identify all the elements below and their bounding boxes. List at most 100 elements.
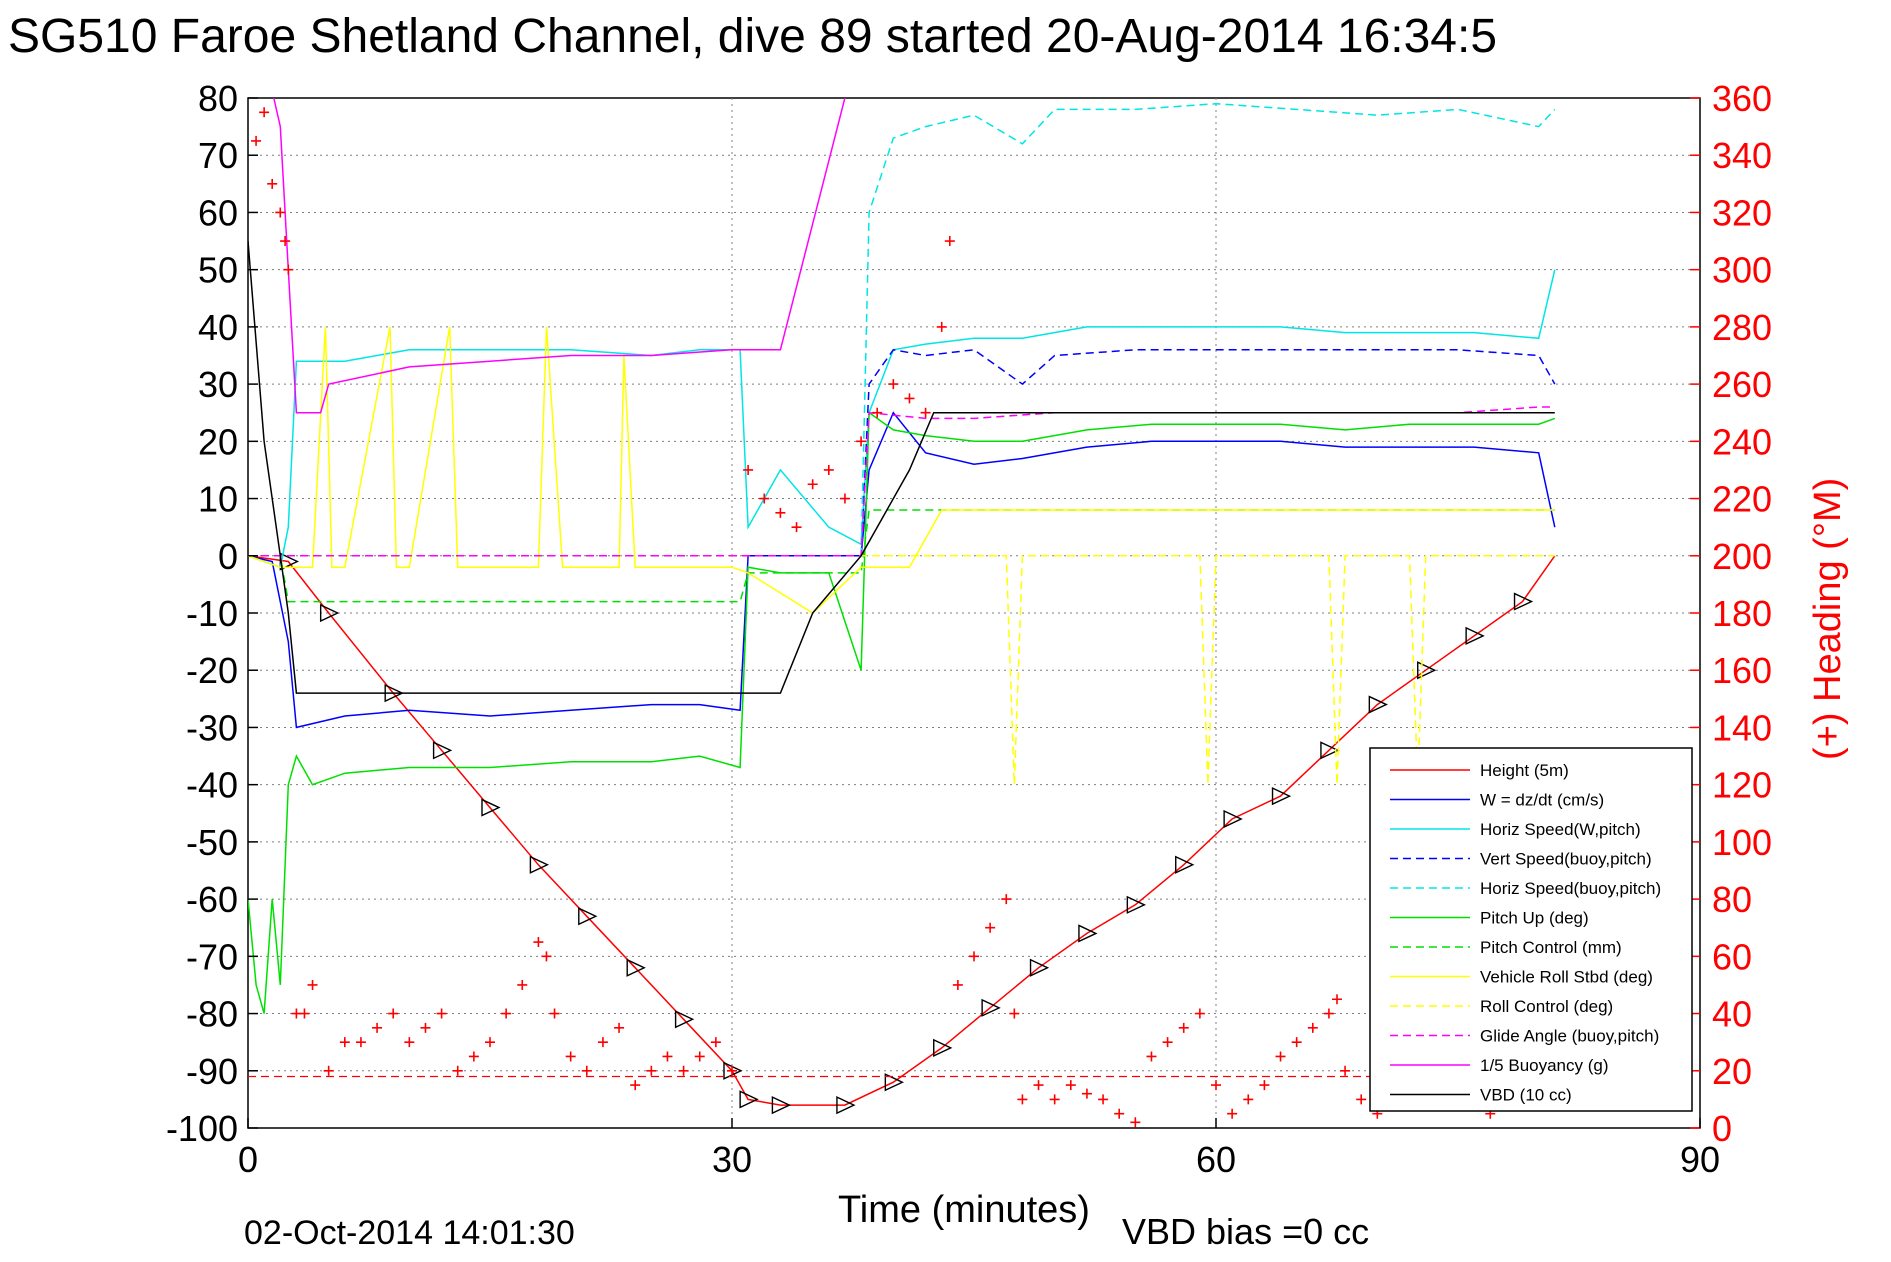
height-marker — [1078, 924, 1098, 943]
height-marker — [739, 1090, 759, 1109]
heading-point — [936, 321, 947, 332]
series-0-line — [248, 555, 1556, 1106]
y-tick-label: -40 — [186, 765, 238, 806]
height-marker — [578, 907, 598, 926]
right-tick-label: 0 — [1712, 1108, 1732, 1149]
y-tick-label: -90 — [186, 1051, 238, 1092]
height-marker — [933, 1038, 953, 1057]
height-marker — [1368, 695, 1388, 714]
heading-point — [1332, 994, 1342, 1005]
y-tick-label: -10 — [186, 593, 238, 634]
heading-point — [1323, 1008, 1334, 1019]
heading-point — [1340, 1065, 1351, 1076]
heading-point — [791, 522, 802, 533]
right-axis-label: (+) Heading (°M) — [1807, 478, 1849, 760]
heading-point — [872, 407, 883, 418]
heading-point — [888, 379, 899, 390]
legend-items: Height (5m) W = dz/dt (cm/s) Horiz Speed(W… — [1390, 761, 1661, 1105]
height-marker — [529, 855, 550, 874]
heading-point — [251, 135, 262, 146]
y-tick-label: 20 — [198, 421, 238, 462]
right-tick-label: 240 — [1712, 421, 1772, 462]
heading-point — [1291, 1037, 1302, 1048]
height-marker — [674, 1010, 695, 1029]
right-tick-label: 120 — [1712, 765, 1772, 806]
right-tick-label: 340 — [1712, 135, 1772, 176]
height-marker — [432, 741, 453, 760]
legend-label: Vert Speed(buoy,pitch) — [1480, 850, 1652, 869]
heading-point — [775, 507, 786, 518]
right-tick-label: 140 — [1712, 707, 1772, 748]
heading-point — [614, 1022, 625, 1033]
heading-point — [1098, 1094, 1109, 1105]
heading-point — [694, 1051, 705, 1062]
legend-label: Pitch Control (mm) — [1480, 938, 1622, 957]
heading-point — [267, 178, 278, 189]
heading-point — [743, 464, 754, 475]
heading-point — [1162, 1037, 1173, 1048]
height-marker — [771, 1096, 792, 1115]
y-tick-label: -100 — [166, 1108, 238, 1149]
heading-point — [1194, 1008, 1205, 1019]
height-marker — [884, 1073, 904, 1092]
y-tick-label: 60 — [198, 192, 238, 233]
heading-point — [533, 937, 544, 948]
y-tick-label: 50 — [198, 250, 238, 291]
heading-point — [839, 493, 850, 504]
legend-label: Vehicle Roll Stbd (deg) — [1480, 968, 1653, 987]
right-tick-label: 60 — [1712, 936, 1752, 977]
right-tick-label: 220 — [1712, 479, 1772, 520]
date-stamp: 02-Oct-2014 14:01:30 — [244, 1214, 575, 1252]
heading-point — [1049, 1094, 1060, 1105]
series-3-line — [860, 348, 1556, 556]
x-tick-label: 30 — [712, 1139, 752, 1180]
heading-point — [904, 393, 915, 404]
right-tick-label: 100 — [1712, 822, 1772, 863]
heading-point — [920, 407, 931, 418]
legend-label: VBD (10 cc) — [1480, 1086, 1572, 1105]
right-tick-label: 260 — [1712, 364, 1772, 405]
axis-ticks: 80706050403020100-10-20-30-40-50-60-70-8… — [166, 78, 1772, 1180]
heading-point — [1307, 1022, 1318, 1033]
heading-point — [597, 1037, 608, 1048]
height-marker — [1271, 787, 1292, 806]
heading-point — [952, 979, 963, 990]
legend-label: W = dz/dt (cm/s) — [1480, 791, 1604, 810]
height-marker — [981, 998, 1001, 1017]
series-11-line — [248, 241, 1555, 694]
legend-label: 1/5 Buoyancy (g) — [1480, 1056, 1609, 1075]
heading-point — [710, 1037, 721, 1048]
heading-point — [1356, 1094, 1367, 1105]
legend-label: Height (5m) — [1480, 761, 1569, 780]
height-marker — [319, 603, 340, 623]
y-tick-label: -20 — [186, 650, 238, 691]
x-axis-label: Time (minutes) — [838, 1189, 1090, 1231]
grid-lines — [248, 98, 1700, 1128]
legend-label: Horiz Speed(buoy,pitch) — [1480, 879, 1661, 898]
heading-point — [678, 1065, 689, 1076]
height-marker — [626, 958, 646, 977]
right-tick-label: 280 — [1712, 307, 1772, 348]
y-tick-label: -80 — [186, 994, 238, 1035]
heading-point — [283, 264, 294, 275]
vbd-bias-label: VBD bias =0 cc — [1122, 1211, 1369, 1252]
legend-label: Horiz Speed(W,pitch) — [1480, 820, 1641, 839]
y-tick-label: 40 — [198, 307, 238, 348]
legend-label: Glide Angle (buoy,pitch) — [1480, 1027, 1659, 1046]
heading-point — [1130, 1117, 1141, 1128]
legend-label: Pitch Up (deg) — [1480, 909, 1589, 928]
y-tick-label: 0 — [218, 536, 238, 577]
y-tick-label: -60 — [186, 879, 238, 920]
heading-point — [727, 1065, 737, 1076]
heading-point — [1243, 1094, 1254, 1105]
series-layer — [248, 98, 1556, 1128]
heading-point — [1017, 1094, 1028, 1105]
heading-point — [1033, 1080, 1044, 1091]
y-tick-label: -70 — [186, 936, 238, 977]
right-tick-label: 80 — [1712, 879, 1752, 920]
heading-point — [630, 1080, 641, 1091]
height-marker — [1465, 626, 1485, 645]
heading-point — [299, 1008, 310, 1019]
y-tick-label: 80 — [198, 78, 238, 119]
heading-point — [1114, 1108, 1125, 1119]
